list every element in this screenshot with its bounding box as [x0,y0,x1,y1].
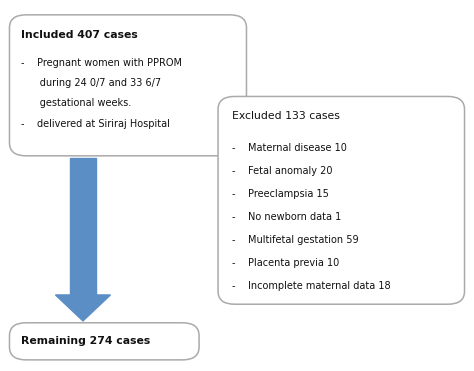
Text: -    Fetal anomaly 20: - Fetal anomaly 20 [232,166,333,176]
Text: Excluded 133 cases: Excluded 133 cases [232,111,340,121]
Text: -    Pregnant women with PPROM: - Pregnant women with PPROM [21,58,182,68]
Text: Remaining 274 cases: Remaining 274 cases [21,336,151,346]
Text: -    No newborn data 1: - No newborn data 1 [232,212,341,222]
Text: gestational weeks.: gestational weeks. [21,98,132,108]
FancyBboxPatch shape [218,96,465,304]
Text: Included 407 cases: Included 407 cases [21,30,138,40]
Polygon shape [70,158,96,295]
Text: -    Maternal disease 10: - Maternal disease 10 [232,143,347,153]
Text: during 24 0/7 and 33 6/7: during 24 0/7 and 33 6/7 [21,78,162,88]
Text: -    Preeclampsia 15: - Preeclampsia 15 [232,189,329,199]
Text: -    Incomplete maternal data 18: - Incomplete maternal data 18 [232,281,391,291]
Polygon shape [55,295,110,321]
Text: -    Placenta previa 10: - Placenta previa 10 [232,258,339,268]
Text: -    Multifetal gestation 59: - Multifetal gestation 59 [232,235,359,245]
FancyBboxPatch shape [9,15,246,156]
Text: -    delivered at Siriraj Hospital: - delivered at Siriraj Hospital [21,119,170,129]
FancyBboxPatch shape [9,323,199,360]
